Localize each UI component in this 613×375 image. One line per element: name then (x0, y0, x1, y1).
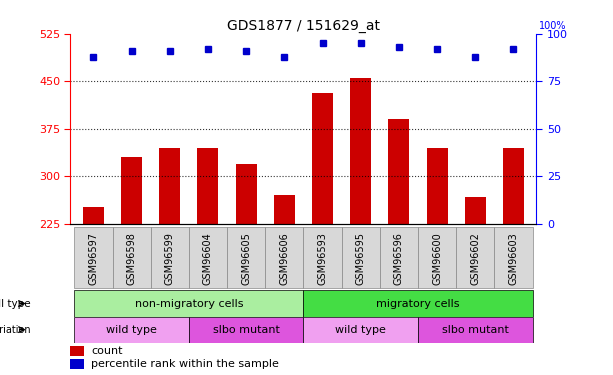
Text: genotype/variation: genotype/variation (0, 325, 31, 334)
Bar (465, 196, 485, 224)
Bar (274, 195, 295, 224)
FancyBboxPatch shape (227, 226, 265, 288)
Bar (83, 207, 104, 224)
Text: GSM96604: GSM96604 (203, 232, 213, 285)
FancyBboxPatch shape (265, 226, 303, 288)
Text: non-migratory cells: non-migratory cells (135, 298, 243, 309)
FancyBboxPatch shape (418, 226, 456, 288)
Bar (159, 148, 180, 224)
Text: migratory cells: migratory cells (376, 298, 460, 309)
Text: count: count (91, 346, 123, 356)
Bar (197, 148, 218, 224)
FancyBboxPatch shape (74, 226, 113, 288)
Text: GSM96602: GSM96602 (470, 232, 480, 285)
Text: slbo mutant: slbo mutant (213, 325, 280, 334)
FancyBboxPatch shape (151, 226, 189, 288)
Text: GSM96593: GSM96593 (318, 232, 327, 285)
Text: GSM96596: GSM96596 (394, 232, 404, 285)
FancyBboxPatch shape (303, 316, 418, 343)
FancyBboxPatch shape (303, 291, 533, 316)
Bar (235, 164, 257, 224)
Text: GSM96605: GSM96605 (241, 232, 251, 285)
FancyBboxPatch shape (418, 316, 533, 343)
Text: cell type: cell type (0, 298, 31, 309)
FancyBboxPatch shape (189, 316, 303, 343)
Text: GSM96598: GSM96598 (127, 232, 137, 285)
Bar (121, 158, 142, 224)
Text: GSM96603: GSM96603 (508, 232, 519, 285)
FancyBboxPatch shape (456, 226, 494, 288)
Bar (70, 346, 85, 355)
FancyBboxPatch shape (494, 226, 533, 288)
FancyBboxPatch shape (74, 291, 303, 316)
Text: wild type: wild type (106, 325, 157, 334)
Text: GSM96595: GSM96595 (356, 232, 366, 285)
FancyBboxPatch shape (189, 226, 227, 288)
Text: GSM96600: GSM96600 (432, 232, 442, 285)
FancyBboxPatch shape (74, 316, 189, 343)
Title: GDS1877 / 151629_at: GDS1877 / 151629_at (227, 19, 380, 33)
FancyBboxPatch shape (303, 226, 341, 288)
Bar (427, 148, 447, 224)
Bar (312, 93, 333, 224)
Bar (350, 78, 371, 224)
FancyBboxPatch shape (113, 226, 151, 288)
FancyBboxPatch shape (380, 226, 418, 288)
Text: slbo mutant: slbo mutant (442, 325, 509, 334)
FancyBboxPatch shape (341, 226, 380, 288)
Text: percentile rank within the sample: percentile rank within the sample (91, 359, 280, 369)
Text: GSM96597: GSM96597 (88, 232, 99, 285)
Bar (503, 148, 524, 224)
Text: 100%: 100% (539, 21, 566, 31)
Bar (389, 119, 409, 224)
Text: GSM96606: GSM96606 (280, 232, 289, 285)
Bar (70, 359, 85, 369)
Text: wild type: wild type (335, 325, 386, 334)
Text: GSM96599: GSM96599 (165, 232, 175, 285)
